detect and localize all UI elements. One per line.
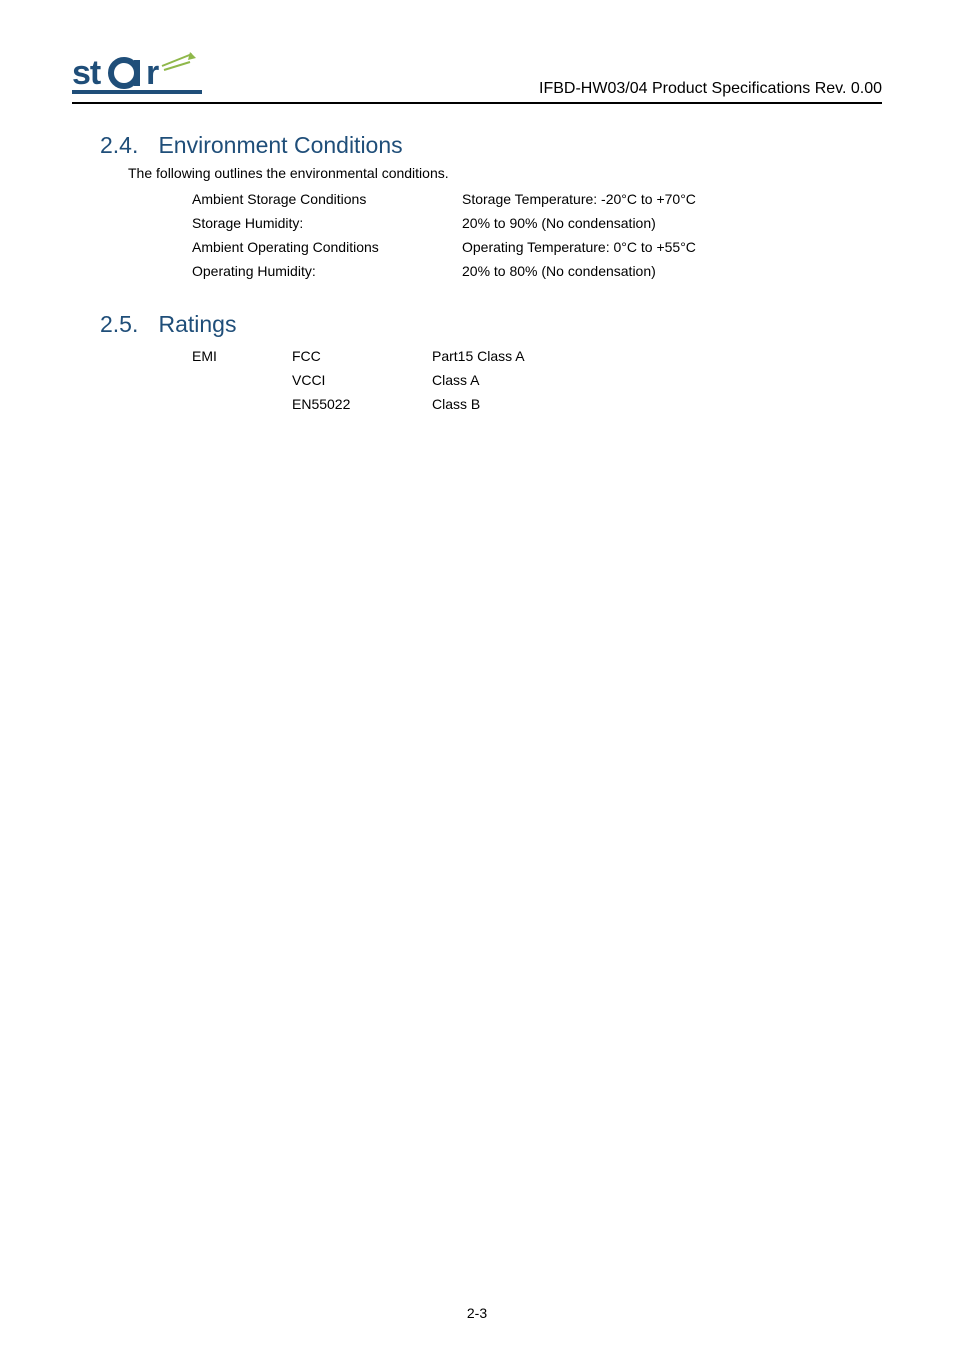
page-header: st r IFBD-HW03/04 Product Specifications… — [72, 48, 882, 104]
section-2-5-heading: 2.5. Ratings — [100, 311, 882, 338]
rating-standard: FCC — [292, 348, 432, 364]
rating-standard: VCCI — [292, 372, 432, 388]
spec-row: Ambient Storage Conditions Storage Tempe… — [192, 191, 882, 207]
section-2-4-heading: 2.4. Environment Conditions — [100, 132, 882, 159]
rating-standard: EN55022 — [292, 396, 432, 412]
section-2-4-num: 2.4. — [100, 132, 154, 159]
spec-row: Storage Humidity: 20% to 90% (No condens… — [192, 215, 882, 231]
spec-value: Operating Temperature: 0°C to +55°C — [462, 239, 882, 255]
spec-value: Storage Temperature: -20°C to +70°C — [462, 191, 882, 207]
rating-row: VCCI Class A — [192, 372, 882, 388]
rating-class: Class A — [432, 372, 882, 388]
section-2-4-intro: The following outlines the environmental… — [128, 165, 882, 181]
section-2-4-title: Environment Conditions — [158, 132, 402, 158]
logo-wrap: st r — [72, 48, 222, 98]
rating-category — [192, 396, 292, 412]
spec-label: Ambient Storage Conditions — [192, 191, 462, 207]
rating-class: Class B — [432, 396, 882, 412]
spec-label: Ambient Operating Conditions — [192, 239, 462, 255]
rating-class: Part15 Class A — [432, 348, 882, 364]
spec-value: 20% to 80% (No condensation) — [462, 263, 882, 279]
spec-label: Storage Humidity: — [192, 215, 462, 231]
section-2-5-title: Ratings — [158, 311, 236, 337]
page-container: st r IFBD-HW03/04 Product Specifications… — [0, 0, 954, 1351]
rating-row: EN55022 Class B — [192, 396, 882, 412]
spec-row: Operating Humidity: 20% to 80% (No conde… — [192, 263, 882, 279]
rating-row: EMI FCC Part15 Class A — [192, 348, 882, 364]
page-number: 2-3 — [0, 1305, 954, 1321]
star-logo-icon: st r — [72, 48, 222, 98]
svg-text:st: st — [72, 54, 101, 92]
section-2-5-num: 2.5. — [100, 311, 154, 338]
spec-label: Operating Humidity: — [192, 263, 462, 279]
doc-title: IFBD-HW03/04 Product Specifications Rev.… — [539, 80, 882, 98]
rating-category: EMI — [192, 348, 292, 364]
spec-row: Ambient Operating Conditions Operating T… — [192, 239, 882, 255]
spec-value: 20% to 90% (No condensation) — [462, 215, 882, 231]
rating-category — [192, 372, 292, 388]
svg-text:r: r — [146, 54, 159, 92]
